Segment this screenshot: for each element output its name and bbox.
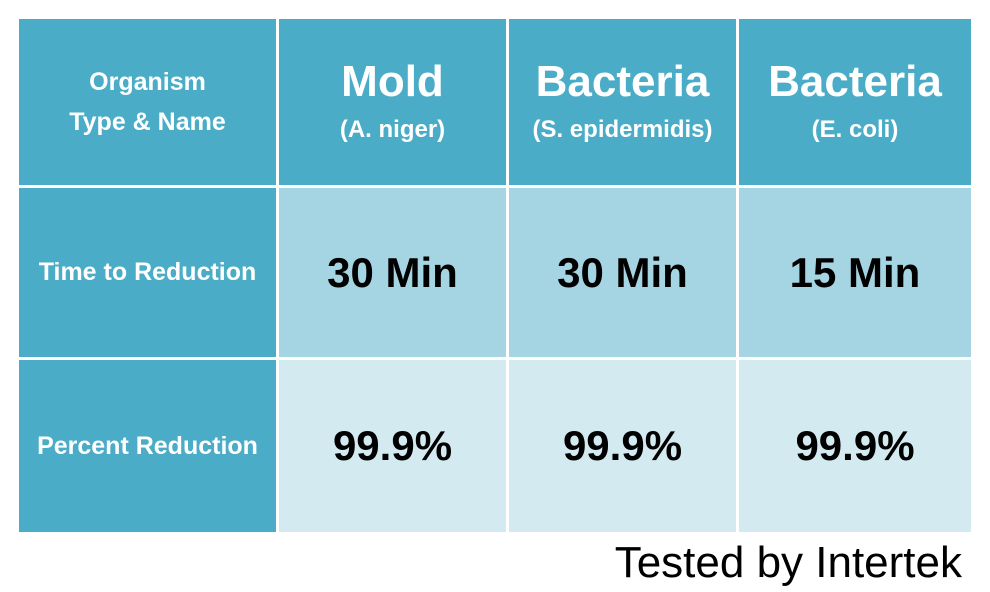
column-header-mold: Mold (A. niger) bbox=[279, 19, 509, 188]
column-header-s-epidermidis: Bacteria (S. epidermidis) bbox=[509, 19, 739, 188]
tested-by-credit: Tested by Intertek bbox=[614, 538, 962, 587]
table-cell: 30 Min bbox=[509, 188, 739, 360]
cell-value: 15 Min bbox=[789, 248, 921, 296]
column-header-species: (A. niger) bbox=[339, 116, 446, 143]
column-header-name: Bacteria bbox=[535, 57, 710, 106]
cell-value: 99.9% bbox=[332, 422, 453, 469]
column-header-name: Mold bbox=[341, 57, 444, 106]
table-cell: 15 Min bbox=[739, 188, 971, 360]
corner-header-cell: Organism Type & Name bbox=[19, 19, 279, 188]
corner-header-line-2: Type & Name bbox=[69, 108, 226, 136]
cell-value: 99.9% bbox=[795, 422, 915, 469]
table-cell: 99.9% bbox=[739, 360, 971, 532]
row-header-percent-reduction: Percent Reduction bbox=[19, 360, 279, 532]
column-header-name: Bacteria bbox=[768, 57, 942, 106]
table-cell: 30 Min bbox=[279, 188, 509, 360]
column-header-species: (S. epidermidis) bbox=[532, 116, 713, 143]
cell-value: 30 Min bbox=[557, 248, 688, 296]
column-header-species: (E. coli) bbox=[811, 116, 899, 143]
row-header-time-to-reduction: Time to Reduction bbox=[19, 188, 279, 360]
cell-value: 30 Min bbox=[327, 248, 458, 296]
table-cell: 99.9% bbox=[279, 360, 509, 532]
results-table: Organism Type & Name Mold (A. niger) Bac… bbox=[19, 19, 971, 532]
column-header-e-coli: Bacteria (E. coli) bbox=[739, 19, 971, 188]
table-cell: 99.9% bbox=[509, 360, 739, 532]
cell-value: 99.9% bbox=[562, 422, 683, 469]
corner-header-line-1: Organism bbox=[89, 68, 206, 96]
